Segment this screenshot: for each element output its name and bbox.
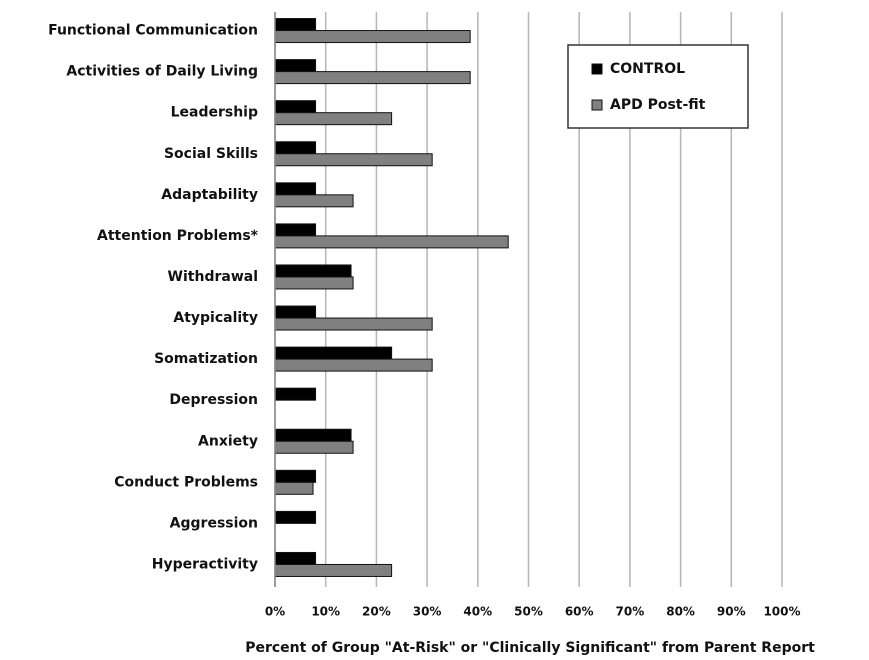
bar <box>274 563 393 577</box>
bar <box>274 71 471 85</box>
bar <box>274 469 317 483</box>
bar <box>274 182 317 196</box>
y-tick-label: Aggression <box>170 515 258 531</box>
x-tick-label: 100% <box>763 605 800 619</box>
bar <box>274 305 317 319</box>
x-tick-label: 20% <box>362 605 391 619</box>
bar <box>274 223 317 237</box>
bar <box>274 264 352 278</box>
y-tick-label: Hyperactivity <box>152 556 258 572</box>
legend-box <box>567 44 749 129</box>
y-tick-label: Depression <box>169 392 258 408</box>
y-tick-label: Anxiety <box>198 433 258 449</box>
y-tick-label: Adaptability <box>161 187 258 203</box>
x-tick-label: 0% <box>265 605 285 619</box>
bar <box>274 346 393 360</box>
bar <box>274 59 317 73</box>
y-tick-label: Leadership <box>171 105 258 121</box>
y-tick-label: Somatization <box>154 351 258 367</box>
legend-swatch <box>591 99 603 111</box>
bar <box>274 358 433 372</box>
y-tick-label: Conduct Problems <box>114 474 258 490</box>
y-tick-label: Social Skills <box>164 146 258 162</box>
y-tick-label: Functional Communication <box>48 23 258 39</box>
x-tick-label: 80% <box>666 605 695 619</box>
bar <box>274 112 393 126</box>
y-tick-label: Withdrawal <box>168 269 258 285</box>
y-tick-label: Attention Problems* <box>97 228 259 244</box>
bar <box>274 100 317 114</box>
legend-label: CONTROL <box>610 61 685 77</box>
bar <box>274 551 317 565</box>
bar <box>274 481 314 495</box>
y-tick-label: Activities of Daily Living <box>66 64 258 80</box>
x-tick-label: 30% <box>413 605 442 619</box>
y-tick-label: Atypicality <box>173 310 258 326</box>
x-tick-label: 60% <box>565 605 594 619</box>
bar <box>274 235 509 249</box>
x-tick-label: 90% <box>717 605 746 619</box>
bar <box>274 276 354 290</box>
x-axis-label: Percent of Group "At-Risk" or "Clinicall… <box>245 640 815 656</box>
x-tick-label: 40% <box>463 605 492 619</box>
x-tick-label: 10% <box>311 605 340 619</box>
bar <box>274 510 317 524</box>
bar <box>274 387 317 401</box>
x-tick-label: 70% <box>616 605 645 619</box>
bar <box>274 153 433 167</box>
bar <box>274 428 352 442</box>
bar <box>274 30 471 44</box>
legend-label: APD Post-fit <box>610 97 706 113</box>
bar <box>274 317 433 331</box>
bar <box>274 18 317 32</box>
bar <box>274 440 354 454</box>
legend-swatch <box>591 63 603 75</box>
x-tick-label: 50% <box>514 605 543 619</box>
bar <box>274 194 354 208</box>
bar <box>274 141 317 155</box>
